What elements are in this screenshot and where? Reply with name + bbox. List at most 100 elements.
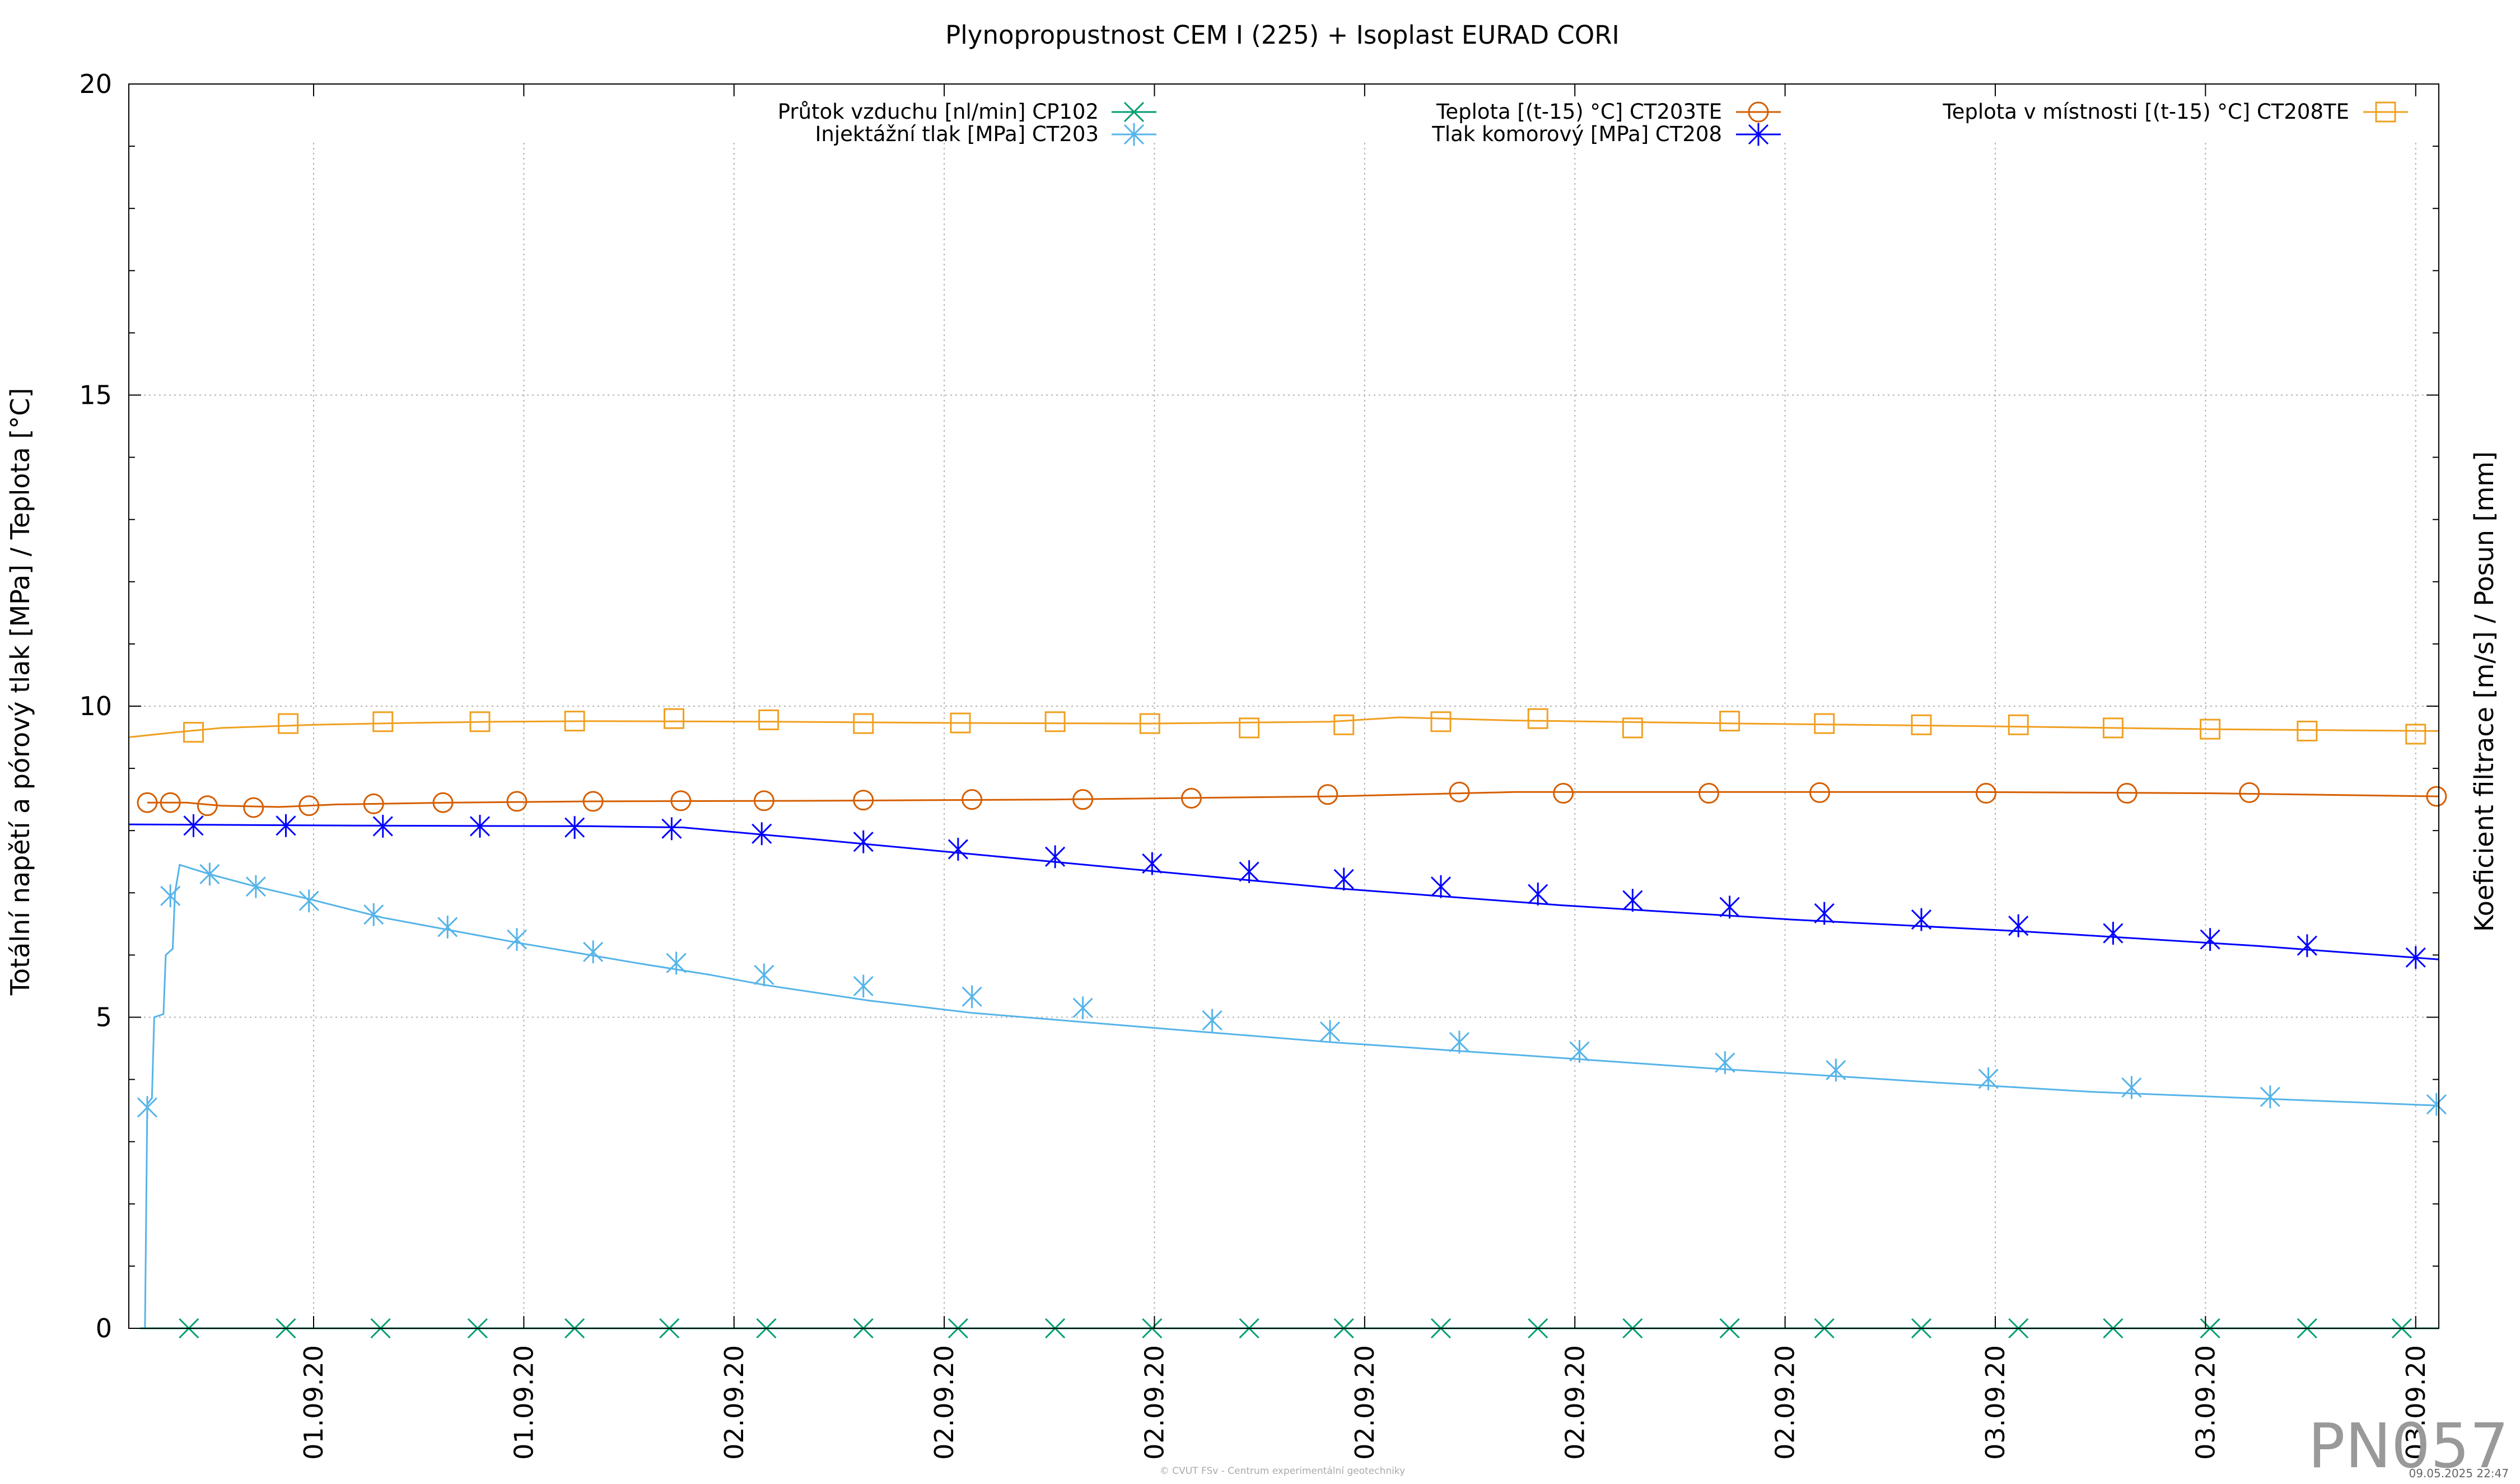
data-point bbox=[372, 815, 393, 838]
data-point bbox=[2405, 946, 2426, 969]
data-point bbox=[583, 940, 604, 964]
legend-label: Injektážní tlak [MPa] CT203 bbox=[815, 122, 1099, 146]
data-point bbox=[853, 974, 874, 998]
data-point bbox=[506, 791, 528, 812]
y-tick-label: 10 bbox=[79, 691, 112, 721]
data-point bbox=[243, 797, 264, 818]
data-point bbox=[160, 884, 181, 908]
data-point bbox=[1911, 908, 1932, 931]
x-tick-label: 02.09.20 bbox=[929, 1345, 959, 1460]
data-point bbox=[1569, 1040, 1590, 1063]
data-point bbox=[183, 722, 204, 743]
data-point bbox=[1239, 860, 1259, 883]
data-point bbox=[1748, 123, 1769, 146]
data-point bbox=[197, 795, 218, 816]
x-tick-label: 01.09.20 bbox=[508, 1345, 539, 1460]
data-point bbox=[1202, 1009, 1222, 1032]
data-point bbox=[1527, 708, 1548, 729]
timestamp: 09.05.2025 22:47 bbox=[2409, 1467, 2509, 1480]
watermark-label: PN057 bbox=[2308, 1410, 2509, 1482]
y-tick-label: 0 bbox=[96, 1313, 112, 1343]
x-tick-label: 02.09.20 bbox=[1770, 1345, 1800, 1460]
data-point bbox=[1814, 902, 1835, 925]
data-point bbox=[2426, 786, 2447, 807]
data-point bbox=[564, 816, 585, 839]
data-point bbox=[853, 830, 874, 853]
data-point bbox=[432, 792, 454, 813]
data-point bbox=[2116, 783, 2138, 804]
data-point bbox=[137, 792, 158, 813]
data-point bbox=[363, 903, 384, 926]
data-point bbox=[2239, 782, 2260, 803]
data-point bbox=[278, 713, 299, 734]
data-point bbox=[1449, 781, 1470, 802]
data-point bbox=[437, 916, 458, 939]
legend-label: Teplota [(t-15) °C] CT203TE bbox=[1436, 100, 1722, 124]
data-point bbox=[1045, 845, 1066, 869]
data-point bbox=[1317, 784, 1338, 805]
data-point bbox=[1430, 875, 1452, 898]
data-point bbox=[950, 712, 971, 734]
data-point bbox=[160, 792, 181, 813]
data-point bbox=[1622, 717, 1643, 739]
data-point bbox=[664, 708, 684, 729]
series-line bbox=[144, 864, 2439, 1329]
x-tick-label: 02.09.20 bbox=[1560, 1345, 1590, 1460]
data-point bbox=[506, 928, 528, 951]
data-point bbox=[2375, 101, 2396, 123]
data-point bbox=[1142, 852, 1163, 875]
data-point bbox=[2103, 922, 2124, 945]
series-line bbox=[128, 716, 2439, 738]
y-tick-label: 20 bbox=[79, 69, 112, 99]
x-tick-label: 02.09.20 bbox=[1350, 1345, 1380, 1460]
data-point bbox=[1044, 711, 1066, 732]
data-point bbox=[2008, 714, 2029, 735]
y2-axis-label: Koeficient filtrace [m/s] / Posun [mm] bbox=[2469, 451, 2499, 932]
x-tick-label: 03.09.20 bbox=[2401, 1345, 2431, 1460]
data-point bbox=[962, 985, 982, 1009]
chart-title: Plynopropustnost CEM I (225) + Isoplast … bbox=[945, 20, 1620, 50]
data-point bbox=[661, 817, 682, 841]
data-point bbox=[2297, 720, 2318, 741]
data-point bbox=[1072, 996, 1093, 1020]
data-point bbox=[1072, 789, 1094, 810]
data-point bbox=[183, 814, 204, 837]
data-point bbox=[2260, 1085, 2280, 1109]
data-point bbox=[1826, 1058, 1846, 1082]
data-point bbox=[1181, 787, 1202, 809]
data-point bbox=[1911, 714, 1932, 735]
x-tick-label: 02.09.20 bbox=[1140, 1345, 1170, 1460]
data-point bbox=[2426, 1093, 2447, 1116]
data-point bbox=[1553, 783, 1574, 804]
footer-credit: © CVUT FSv - Centrum experimentální geot… bbox=[1160, 1466, 1405, 1477]
data-point bbox=[1430, 711, 1452, 732]
legend: Průtok vzduchu [nl/min] CP102Injektážní … bbox=[778, 100, 2408, 146]
data-point bbox=[298, 889, 319, 913]
data-point bbox=[1622, 889, 1643, 912]
data-point bbox=[199, 862, 220, 886]
data-point bbox=[469, 711, 491, 732]
data-point bbox=[1123, 123, 1145, 146]
data-point bbox=[1976, 783, 1996, 804]
data-point bbox=[2200, 718, 2221, 740]
data-point bbox=[1528, 883, 1548, 906]
data-point bbox=[245, 875, 266, 898]
data-point bbox=[1333, 714, 1355, 735]
x-tick-label: 02.09.20 bbox=[719, 1345, 749, 1460]
data-point bbox=[564, 711, 585, 732]
data-point bbox=[758, 709, 780, 730]
axes: 0 5 10 15 20 01.09.20 01.09.20 02.09.20 02.09.20… bbox=[79, 69, 2439, 1460]
data-point bbox=[853, 713, 874, 734]
x-tick-label: 03.09.20 bbox=[1980, 1345, 2010, 1460]
data-point bbox=[298, 795, 320, 816]
data-point bbox=[754, 963, 774, 987]
data-point bbox=[752, 822, 772, 846]
grid bbox=[129, 143, 2439, 1328]
data-point bbox=[469, 815, 491, 838]
data-point bbox=[137, 1096, 158, 1119]
y-tick-label: 5 bbox=[96, 1002, 112, 1033]
data-point bbox=[1719, 711, 1740, 732]
data-point bbox=[2102, 717, 2124, 739]
data-point bbox=[2297, 934, 2317, 958]
